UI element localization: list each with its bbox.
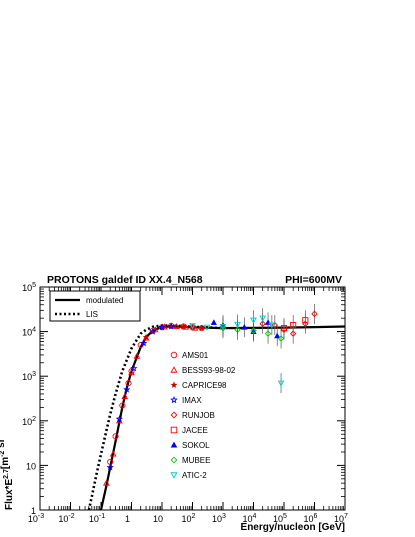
legend-label: modulated xyxy=(86,296,123,305)
legend-marker xyxy=(170,472,178,479)
data-point xyxy=(203,324,211,331)
data-point xyxy=(121,393,129,400)
data-point xyxy=(106,463,114,471)
y-tick-label: 10 xyxy=(26,461,36,471)
series-atic-2 xyxy=(189,308,285,394)
data-point xyxy=(125,380,132,387)
data-points xyxy=(103,303,318,486)
y-axis-label: Flux*E2.7[m-2 sr-1 s-1 GeV1.7] xyxy=(0,382,15,510)
legend-label: BESS93-98-02 xyxy=(182,366,236,375)
legend-markers: AMS01 BESS93-98-02 CAPRICE98 IMAX RUNJOB JACE… xyxy=(170,351,236,480)
data-point xyxy=(250,327,257,334)
y-tick-label: 102 xyxy=(22,416,36,427)
legend-lines-box: modulated LIS xyxy=(49,290,141,322)
legend-marker xyxy=(170,351,178,359)
x-tick-label: 10-1 xyxy=(89,513,105,524)
data-point xyxy=(158,323,166,331)
x-tick-label: 10-3 xyxy=(28,513,44,524)
modulated-line xyxy=(99,325,346,511)
data-point xyxy=(142,333,150,340)
legend-marker xyxy=(170,456,178,464)
y-tick-label: 103 xyxy=(22,371,36,382)
y-tick-label: 105 xyxy=(22,282,36,293)
legend-box xyxy=(49,290,141,322)
data-point xyxy=(234,321,241,328)
legend-label: CAPRICE98 xyxy=(182,381,227,390)
legend-label: JACEE xyxy=(182,426,208,435)
data-point xyxy=(103,479,110,486)
data-point xyxy=(123,385,131,393)
x-tick-label: 104 xyxy=(243,513,257,524)
legend-label: AMS01 xyxy=(182,351,209,360)
data-point xyxy=(277,335,285,342)
legend-marker xyxy=(170,426,178,434)
legend-label: MUBEE xyxy=(182,456,210,465)
data-point xyxy=(130,364,138,372)
data-point xyxy=(259,315,267,322)
chart-title-right: PHI=600MV xyxy=(285,274,342,286)
data-point xyxy=(280,325,288,332)
data-point xyxy=(151,326,159,333)
data-point xyxy=(311,310,318,318)
x-tick-label: 105 xyxy=(273,513,287,524)
data-point xyxy=(167,322,175,330)
data-point xyxy=(173,322,180,330)
legend-label: IMAX xyxy=(182,396,202,405)
x-tick-label: 10 xyxy=(153,514,163,524)
legend-marker xyxy=(170,366,178,373)
data-point xyxy=(149,327,157,335)
legend-label: LIS xyxy=(86,310,98,319)
x-tick-label: 10-2 xyxy=(58,513,74,524)
data-point xyxy=(189,323,196,330)
data-point xyxy=(128,369,135,376)
data-point xyxy=(140,339,148,347)
data-point xyxy=(250,317,257,324)
data-point xyxy=(115,415,123,423)
x-tick-label: 107 xyxy=(334,513,348,524)
data-point xyxy=(198,324,205,331)
legend-label: RUNJOB xyxy=(182,411,215,420)
data-point xyxy=(119,402,126,409)
x-tick-label: 103 xyxy=(212,513,226,524)
data-point xyxy=(268,322,276,329)
data-point xyxy=(274,332,281,339)
data-point xyxy=(302,317,309,324)
legend-marker xyxy=(170,381,178,388)
data-point xyxy=(277,380,285,387)
y-tick-label: 1 xyxy=(31,506,36,516)
legend-marker xyxy=(170,441,178,448)
data-point xyxy=(241,324,248,330)
model-lines xyxy=(87,324,346,511)
x-axis-label: Energy/nucleon [GeV] xyxy=(241,522,345,533)
x-tick-label: 1 xyxy=(125,514,130,524)
data-point xyxy=(112,433,119,440)
data-point xyxy=(128,368,135,375)
axes: 10-3 10-2 10-1 1 10 102 103 104 105 106 107 1 10 102 1… xyxy=(22,282,348,524)
legend-label: ATIC-2 xyxy=(182,471,207,480)
data-point xyxy=(133,352,141,359)
data-point xyxy=(180,323,187,330)
legend-marker xyxy=(170,395,178,404)
x-tick-label: 102 xyxy=(182,513,196,524)
data-point xyxy=(109,450,117,457)
legend-label: SOKOL xyxy=(182,441,210,450)
series-imax xyxy=(106,322,175,471)
x-tick-label: 106 xyxy=(304,513,318,524)
legend-marker xyxy=(170,411,178,419)
data-point xyxy=(271,321,279,329)
data-point xyxy=(210,319,217,325)
data-point xyxy=(219,323,227,331)
y-tick-label: 104 xyxy=(22,327,36,338)
chart-title: PROTONS galdef ID XX.4_N568 xyxy=(47,274,203,286)
data-point xyxy=(289,330,297,337)
series-jacee xyxy=(280,310,309,339)
data-point xyxy=(290,322,297,329)
data-point xyxy=(264,330,272,337)
